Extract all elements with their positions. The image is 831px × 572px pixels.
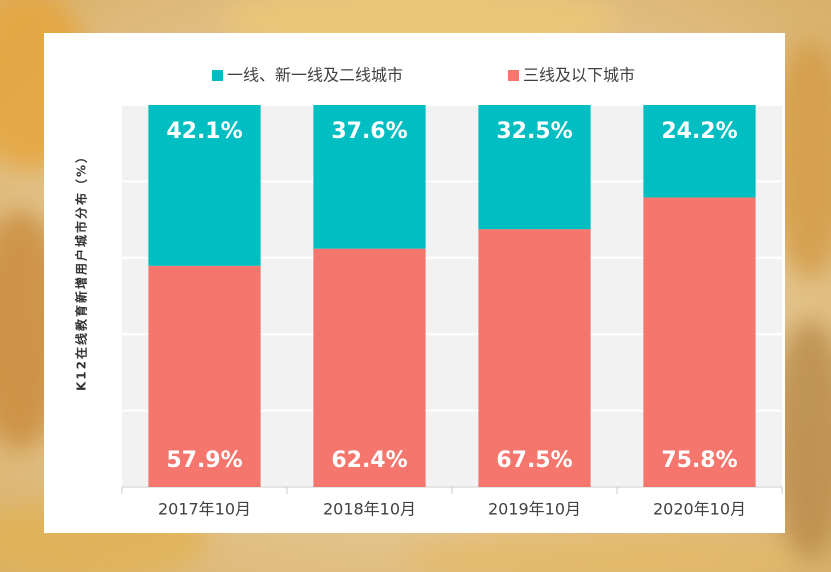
value-label: 67.5% bbox=[496, 448, 572, 473]
x-tick-label: 2018年10月 bbox=[323, 500, 416, 519]
value-label: 37.6% bbox=[331, 119, 407, 144]
bar-segment bbox=[148, 105, 261, 266]
legend-label: 一线、新一线及二线城市 bbox=[227, 66, 403, 85]
value-label: 42.1% bbox=[166, 119, 242, 144]
value-label: 57.9% bbox=[166, 448, 242, 473]
bar-segment bbox=[478, 105, 591, 230]
bar-segment bbox=[313, 105, 426, 249]
bar-segment bbox=[643, 197, 756, 487]
legend-swatch bbox=[508, 70, 519, 81]
x-tick-label: 2020年10月 bbox=[653, 500, 746, 519]
value-label: 24.2% bbox=[661, 119, 737, 144]
value-label: 32.5% bbox=[496, 119, 572, 144]
value-label: 75.8% bbox=[661, 448, 737, 473]
value-label: 62.4% bbox=[331, 448, 407, 473]
bar-segment bbox=[478, 229, 591, 487]
bar-segment bbox=[313, 248, 426, 487]
x-tick-label: 2017年10月 bbox=[158, 500, 251, 519]
legend-swatch bbox=[212, 70, 223, 81]
x-tick-label: 2019年10月 bbox=[488, 500, 581, 519]
legend-label: 三线及以下城市 bbox=[523, 66, 635, 85]
y-axis-label: K12在线教育新增用户城市分布（%） bbox=[74, 149, 89, 391]
bar-segment bbox=[148, 265, 261, 487]
bar-segment bbox=[643, 105, 756, 198]
